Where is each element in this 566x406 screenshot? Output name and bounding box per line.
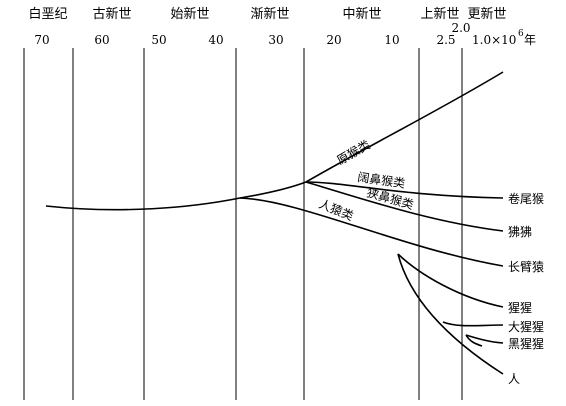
era-oligocene: 渐新世	[250, 6, 289, 22]
species-orangutan: 猩猩	[508, 300, 532, 315]
species-capuchin: 卷尾猴	[508, 191, 544, 206]
prosimian-branch	[305, 71, 504, 183]
tick-50: 50	[151, 33, 166, 47]
tick-20: 20	[326, 33, 341, 47]
tick-exponent: 6	[518, 29, 524, 39]
human-branch	[397, 253, 504, 375]
platyrrhine-branch	[305, 181, 504, 199]
label-hominoids: 人猿类	[317, 196, 356, 223]
tick-2-5: 2.5	[436, 33, 455, 47]
label-platyrrhines: 阔鼻猴类	[357, 169, 407, 191]
chimpanzee-branch	[465, 334, 504, 344]
chimpanzee-stub	[465, 334, 483, 347]
tick-10: 10	[384, 33, 399, 47]
orangutan-branch	[397, 253, 504, 308]
species-gorilla: 大猩猩	[508, 319, 544, 334]
era-paleocene: 古新世	[92, 6, 131, 22]
era-pliocene: 上新世	[420, 6, 459, 22]
era-miocene: 中新世	[342, 6, 381, 22]
trunk-branch	[45, 181, 307, 211]
tick-2-0: 2.0	[451, 21, 470, 35]
species-chimpanzee: 黑猩猩	[508, 336, 544, 351]
tick-30: 30	[268, 33, 283, 47]
species-human: 人	[508, 372, 520, 386]
species-baboon: 狒狒	[508, 225, 532, 239]
label-prosimians: 原猴类	[335, 137, 373, 167]
tick-year-unit: 年	[524, 33, 536, 47]
hominoid-branch	[239, 197, 504, 267]
era-pleistocene: 更新世	[467, 6, 506, 22]
era-cretaceous: 白垩纪	[28, 6, 67, 22]
tick-40: 40	[208, 33, 223, 47]
era-eocene: 始新世	[170, 6, 209, 22]
tick-1-0-x10: 1.0×10	[472, 33, 516, 47]
tick-60: 60	[94, 33, 109, 47]
species-gibbon: 长臂猿	[508, 259, 544, 274]
tick-70: 70	[34, 33, 49, 47]
gorilla-branch	[442, 321, 504, 327]
catarrhine-branch	[305, 181, 504, 232]
